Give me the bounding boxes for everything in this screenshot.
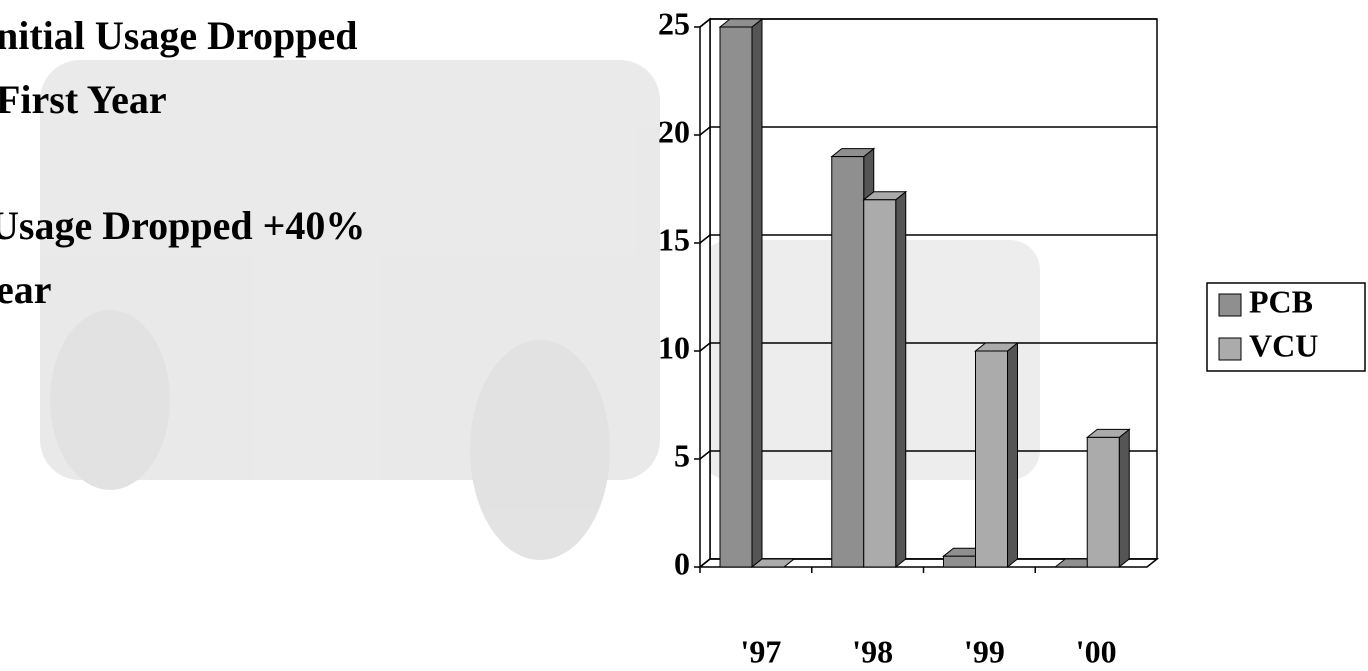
x-tick-label: '98 xyxy=(852,633,893,669)
bar xyxy=(976,351,1008,567)
y-tick-label: 25 xyxy=(658,5,690,41)
y-tick-label: 10 xyxy=(658,329,690,365)
bar-side xyxy=(1119,429,1129,567)
bar-side xyxy=(752,19,762,567)
legend-label: VCU xyxy=(1249,327,1318,363)
bar xyxy=(864,200,896,567)
y-tick-label: 0 xyxy=(674,545,690,581)
bullet-text: First Year xyxy=(0,77,167,122)
bullet-text: nitial Usage Dropped xyxy=(0,13,358,58)
y-tick-label: 20 xyxy=(658,113,690,149)
bar xyxy=(832,157,864,567)
bullet-text: ear xyxy=(0,267,52,312)
legend-label: PCB xyxy=(1249,283,1313,319)
x-tick-label: '99 xyxy=(964,633,1005,669)
bar-side xyxy=(1008,343,1018,567)
bar-side xyxy=(896,192,906,567)
bullet-text: Usage Dropped +40% xyxy=(0,203,365,248)
x-tick-label: '00 xyxy=(1076,633,1117,669)
bar xyxy=(1087,437,1119,567)
x-tick-label: '97 xyxy=(740,633,781,669)
bar xyxy=(944,556,976,567)
side-wall xyxy=(700,19,710,567)
slide: nitial Usage Dropped First Year Usage Dr… xyxy=(0,0,1368,671)
page: {"slide": {"bullets": ["nitial Usage Dro… xyxy=(0,0,1368,671)
y-tick-label: 15 xyxy=(658,221,690,257)
legend-swatch xyxy=(1219,338,1241,360)
bar xyxy=(720,27,752,567)
y-tick-label: 5 xyxy=(674,437,690,473)
legend-swatch xyxy=(1219,294,1241,316)
